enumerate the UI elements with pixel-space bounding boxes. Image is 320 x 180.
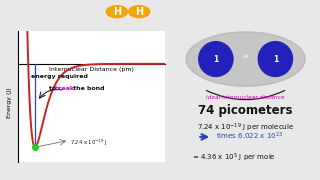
Circle shape: [258, 42, 292, 76]
Text: ⁻: ⁻: [253, 56, 256, 61]
Circle shape: [199, 42, 233, 76]
Text: 74 picometers: 74 picometers: [198, 104, 293, 117]
Text: 7.24 x 10$^{-19}$ J: 7.24 x 10$^{-19}$ J: [70, 138, 107, 148]
Text: ideal internuclear distance: ideal internuclear distance: [206, 94, 285, 100]
Text: times 6.022 x 10$^{23}$: times 6.022 x 10$^{23}$: [216, 130, 283, 142]
Text: 1: 1: [273, 55, 278, 64]
Text: 7.24 x 10$^{-19}$ J per molecule: 7.24 x 10$^{-19}$ J per molecule: [197, 122, 294, 134]
Text: H: H: [113, 7, 121, 17]
Y-axis label: Energy (J): Energy (J): [7, 87, 12, 118]
X-axis label: Internuclear Distance (pm): Internuclear Distance (pm): [49, 67, 134, 72]
Text: energy required: energy required: [31, 74, 88, 79]
Text: break: break: [54, 86, 74, 91]
Text: = 4.36 x 10$^{5}$ J per mole: = 4.36 x 10$^{5}$ J per mole: [192, 151, 276, 164]
Text: to: to: [49, 86, 58, 91]
Ellipse shape: [186, 32, 305, 86]
Text: the bond: the bond: [71, 86, 105, 91]
Text: 2e: 2e: [243, 53, 249, 59]
Text: H: H: [135, 7, 143, 17]
Text: 1: 1: [213, 55, 219, 64]
